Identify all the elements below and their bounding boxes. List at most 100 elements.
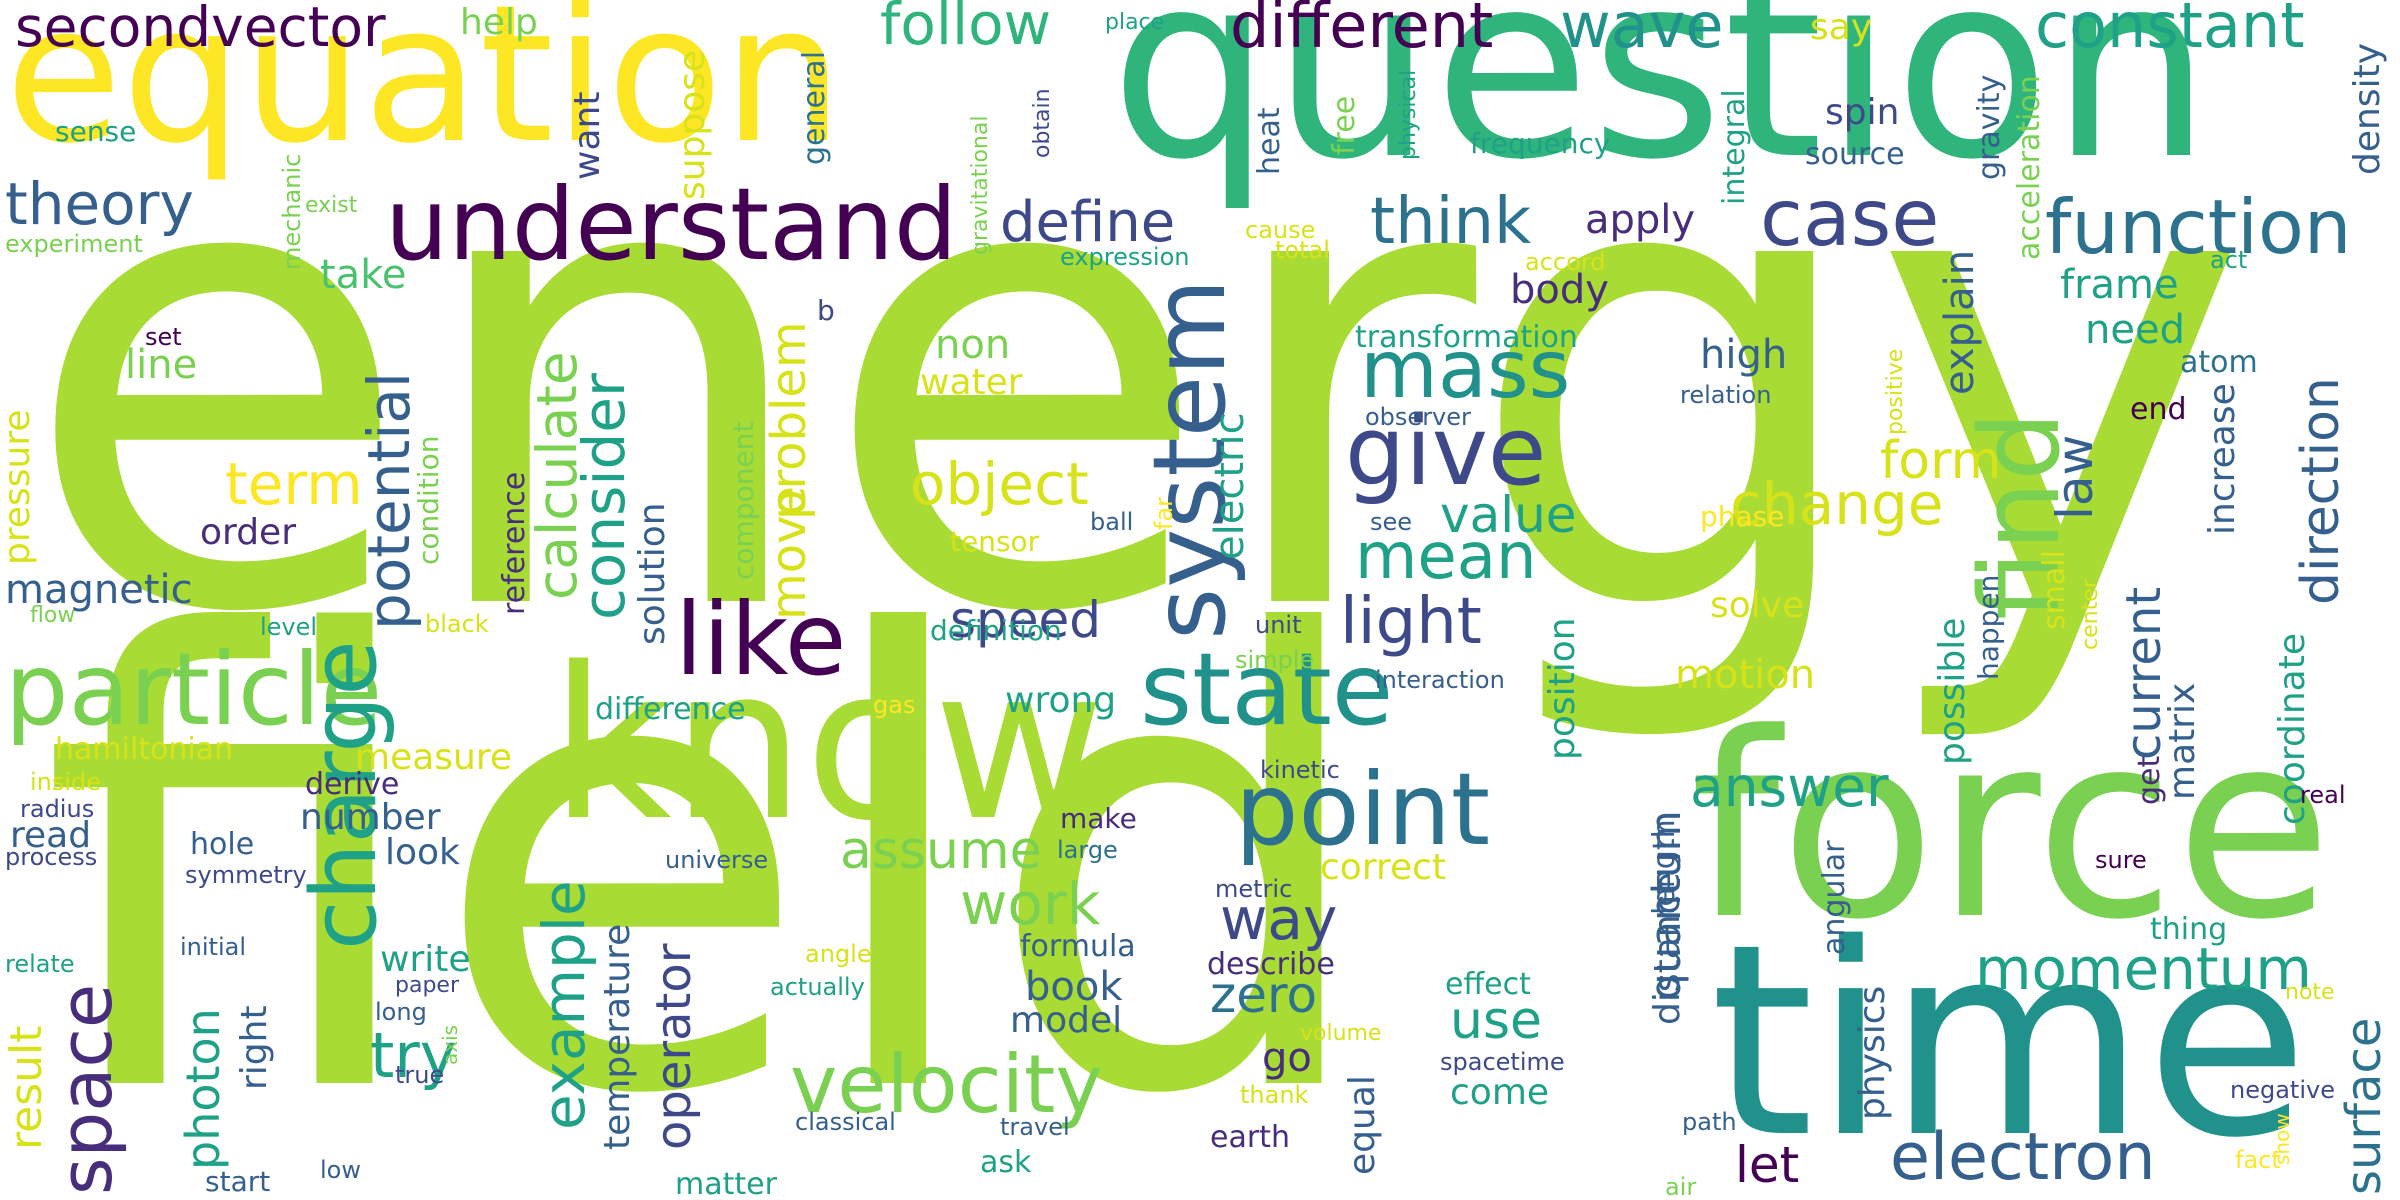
word-formula: formula xyxy=(1020,929,1136,964)
word-help: help xyxy=(460,2,538,43)
word-cause: cause xyxy=(1245,216,1316,244)
word-exist: exist xyxy=(305,193,358,218)
word-act: act xyxy=(2210,246,2248,274)
word-gravity: gravity xyxy=(1972,74,2007,180)
word-difference: difference xyxy=(595,692,746,727)
word-process: process xyxy=(5,843,98,871)
word-field: field xyxy=(40,509,1378,1200)
word-center: center xyxy=(2078,579,2103,650)
word-volume: volume xyxy=(1300,1021,1382,1046)
word-wave: wave xyxy=(1560,0,1724,62)
word-component: component xyxy=(727,421,760,580)
word-secondvector: secondvector xyxy=(15,0,386,59)
word-give: give xyxy=(1345,397,1547,507)
word-b: b xyxy=(817,294,835,327)
word-light: light xyxy=(1340,585,1482,659)
word-wrong: wrong xyxy=(1005,680,1117,721)
word-acceleration: acceleration xyxy=(2012,75,2047,260)
word-answer: answer xyxy=(1690,755,1889,819)
word-body: body xyxy=(1510,267,1609,313)
word-photon: photon xyxy=(176,1008,230,1170)
word-solve: solve xyxy=(1710,585,1805,626)
word-end: end xyxy=(2130,392,2187,427)
word-relation: relation xyxy=(1680,381,1772,409)
word-level: level xyxy=(260,613,318,641)
word-fact: fact xyxy=(2235,1146,2281,1174)
word-tensor: tensor xyxy=(950,525,1040,558)
word-physical: physical xyxy=(1396,69,1421,160)
word-transformation: transformation xyxy=(1355,320,1578,355)
word-use: use xyxy=(1450,991,1543,1051)
word-start: start xyxy=(205,1165,271,1198)
word-function: function xyxy=(2045,183,2352,271)
word-axis: axis xyxy=(438,1024,462,1065)
word-phase: phase xyxy=(1700,500,1785,533)
word-symmetry: symmetry xyxy=(185,861,307,889)
word-radius: radius xyxy=(20,795,95,823)
word-increase: increase xyxy=(2202,383,2243,535)
word-path: path xyxy=(1682,1108,1737,1136)
word-mass: mass xyxy=(1360,323,1571,416)
word-point: point xyxy=(1235,751,1491,868)
word-direction: direction xyxy=(2291,377,2351,605)
word-air: air xyxy=(1665,1173,1697,1200)
word-hole: hole xyxy=(190,827,255,862)
word-atom: atom xyxy=(2180,345,2258,380)
word-far: far xyxy=(1150,496,1178,530)
word-water: water xyxy=(920,362,1023,403)
word-experiment: experiment xyxy=(5,230,143,258)
word-operator: operator xyxy=(646,943,702,1150)
word-distance: distance xyxy=(1647,872,1688,1025)
word-know: know xyxy=(550,622,1105,867)
word-write: write xyxy=(380,939,471,980)
word-non: non xyxy=(935,322,1011,368)
word-true: true xyxy=(395,1061,445,1089)
word-interaction: interaction xyxy=(1375,666,1505,694)
word-observer: observer xyxy=(1365,403,1471,431)
word-constant: constant xyxy=(2035,0,2305,62)
word-look: look xyxy=(385,832,460,873)
word-try: try xyxy=(370,1019,457,1092)
word-general: general xyxy=(797,50,832,165)
word-low: low xyxy=(320,1156,361,1184)
word-order: order xyxy=(200,512,296,553)
word-gravitational: gravitational xyxy=(968,115,993,255)
word-number: number xyxy=(300,797,441,838)
word-pressure: pressure xyxy=(0,409,38,566)
word-travel: travel xyxy=(1000,1113,1070,1141)
word-case: case xyxy=(1760,174,1940,264)
word-go: go xyxy=(1262,1035,1312,1081)
word-electric: electric xyxy=(1207,412,1253,560)
word-spin: spin xyxy=(1825,92,1900,133)
word-free: free xyxy=(1327,95,1362,155)
word-current: current xyxy=(2116,586,2172,760)
word-time: time xyxy=(1710,888,2309,1196)
word-large: large xyxy=(1057,836,1118,864)
word-set: set xyxy=(145,323,182,351)
word-high: high xyxy=(1700,332,1788,378)
word-condition: condition xyxy=(412,435,445,565)
word-ball: ball xyxy=(1090,508,1134,536)
word-problem: problem xyxy=(761,321,817,520)
word-small: small xyxy=(2037,550,2072,630)
word-paper: paper xyxy=(395,973,459,998)
word-obtain: obtain xyxy=(1030,88,1055,158)
word-right: right xyxy=(234,1005,275,1090)
word-state: state xyxy=(1140,631,1394,748)
word-real: real xyxy=(2300,781,2346,809)
word-get: get xyxy=(2132,755,2167,805)
word-negative: negative xyxy=(2230,1076,2335,1104)
word-line: line xyxy=(125,342,198,388)
word-derive: derive xyxy=(305,767,400,802)
word-make: make xyxy=(1060,802,1137,835)
word-angular: angular xyxy=(1817,840,1852,955)
word-positive: positive xyxy=(1883,348,1908,435)
word-say: say xyxy=(1810,7,1873,48)
word-thank: thank xyxy=(1240,1081,1309,1109)
word-frame: frame xyxy=(2060,262,2179,308)
word-matrix: matrix xyxy=(2162,682,2203,800)
word-spacetime: spacetime xyxy=(1440,1048,1565,1076)
word-let: let xyxy=(1735,1136,1800,1194)
word-metric: metric xyxy=(1215,875,1293,903)
